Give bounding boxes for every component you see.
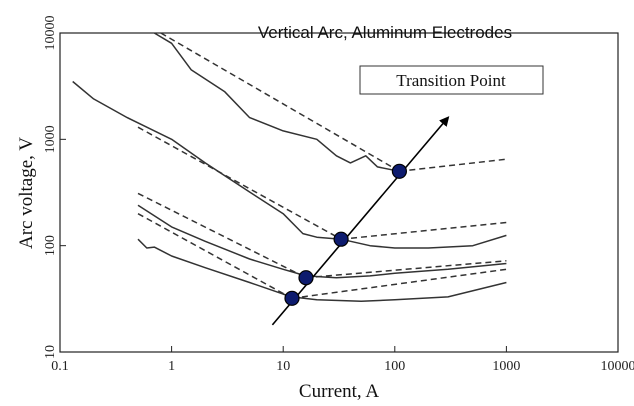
x-tick-label-1: 1 bbox=[168, 359, 175, 374]
y-axis-ticks: 10 100 1000 10000 bbox=[43, 16, 66, 359]
annotation-label: Transition Point bbox=[396, 71, 506, 90]
y-tick-label-1: 100 bbox=[43, 235, 58, 256]
transition-point-2 bbox=[298, 270, 314, 286]
x-axis-title: Current, A bbox=[299, 381, 379, 402]
transition-point-1 bbox=[333, 231, 349, 247]
series-line-12 bbox=[271, 116, 450, 326]
x-tick-label-0: 0.1 bbox=[51, 359, 69, 374]
transition-points-layer bbox=[284, 163, 407, 306]
transition-point-3 bbox=[284, 290, 300, 306]
series-line-7 bbox=[137, 192, 307, 279]
chart-title: Vertical Arc, Aluminum Electrodes bbox=[258, 23, 512, 42]
series-line-4 bbox=[137, 126, 342, 240]
y-tick-label-0: 10 bbox=[43, 345, 58, 359]
series-line-8 bbox=[305, 260, 507, 279]
x-tick-label-5: 10000 bbox=[601, 359, 634, 374]
series-line-2 bbox=[399, 158, 507, 173]
transition-point-0 bbox=[391, 163, 407, 179]
x-axis-ticks: 0.1 1 10 100 1000 10000 bbox=[51, 346, 634, 374]
annotation-box bbox=[359, 65, 544, 95]
x-tick-label-3: 100 bbox=[384, 359, 405, 374]
series-line-11 bbox=[291, 268, 507, 300]
x-tick-label-4: 1000 bbox=[492, 359, 520, 374]
series-line-0 bbox=[153, 32, 400, 173]
y-tick-label-3: 10000 bbox=[43, 16, 58, 51]
series-line-10 bbox=[137, 213, 293, 299]
series-line-5 bbox=[341, 221, 507, 240]
series-line-1 bbox=[160, 32, 400, 172]
y-tick-label-2: 1000 bbox=[43, 125, 58, 153]
y-axis-title: Arc voltage, V bbox=[16, 137, 37, 249]
x-tick-label-2: 10 bbox=[276, 359, 290, 374]
series-line-3 bbox=[72, 80, 507, 249]
series-line-9 bbox=[137, 238, 507, 303]
plot-area-frame bbox=[59, 32, 619, 353]
